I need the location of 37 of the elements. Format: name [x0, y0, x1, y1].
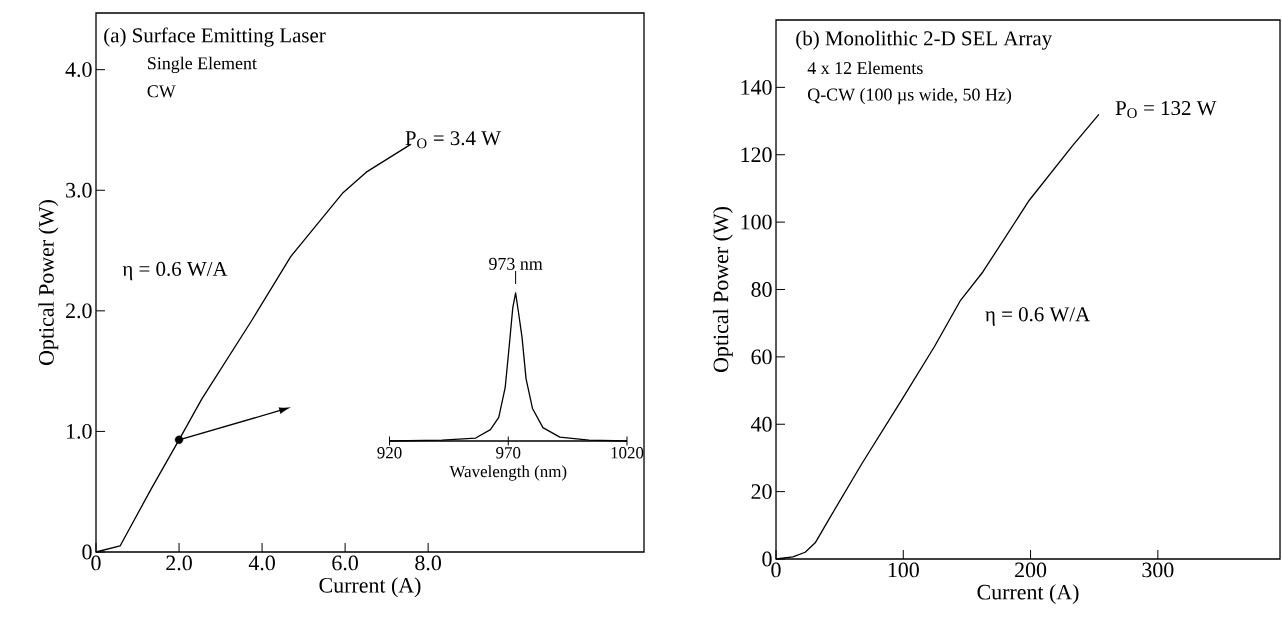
chart-title: (b) Monolithic 2-D SEL Array: [796, 30, 1053, 50]
x-tick-label: 970: [496, 447, 521, 459]
y-tick-label: 40: [750, 416, 772, 432]
x-axis-title: Wavelength (nm): [449, 465, 567, 481]
x-axis-title: Current (A): [977, 584, 1079, 605]
annotation: η = 0.6 W/A: [122, 261, 228, 281]
y-tick-label: 60: [751, 349, 772, 365]
y-tick-label: 20: [751, 484, 772, 500]
x-tick-label: 8.0: [415, 555, 441, 571]
text: Single Element: [148, 56, 257, 73]
x-tick-label: 2.0: [166, 555, 192, 571]
y-tick-label: 120: [741, 147, 772, 163]
y-tick-label: 4.0: [65, 62, 92, 78]
y-tick-label: 80: [751, 282, 772, 297]
annotation: P$_{O}$ = 132 W: [1115, 101, 1217, 119]
y-tick-label: 0: [82, 544, 92, 560]
x-tick-label: 100: [888, 562, 919, 578]
annotation: 973 nm: [489, 257, 543, 270]
annotation: CW: [147, 85, 176, 98]
y-tick-label: 140: [741, 79, 772, 95]
annotation: Q-CW (100 µs wide, 50 Hz): [808, 87, 1012, 105]
y-tick-label: 2.0: [66, 303, 92, 319]
x-tick-label: 300: [1142, 562, 1174, 578]
y-axis-title: Optical Power (W): [712, 207, 733, 372]
x-tick-label: 6.0: [332, 555, 358, 571]
y-axis-title: Optical Power (W): [38, 200, 59, 365]
text: (a) Surface Emitting Laser: [104, 27, 326, 47]
x-tick-label: 4.0: [248, 555, 275, 571]
x-tick-label: 920: [377, 447, 402, 459]
annotation: P$_{O}$ = 3.4 W: [405, 131, 501, 149]
annotation: η = 0.6 W/A: [985, 307, 1091, 326]
text: 4 x 12 Elements: [807, 61, 923, 75]
x-axis-title: Current (A): [319, 577, 421, 598]
y-tick-label: 100: [741, 214, 772, 230]
x-tick-label: 200: [1015, 562, 1047, 578]
y-tick-label: 3.0: [66, 182, 92, 198]
y-tick-label: 1.0: [67, 423, 92, 439]
